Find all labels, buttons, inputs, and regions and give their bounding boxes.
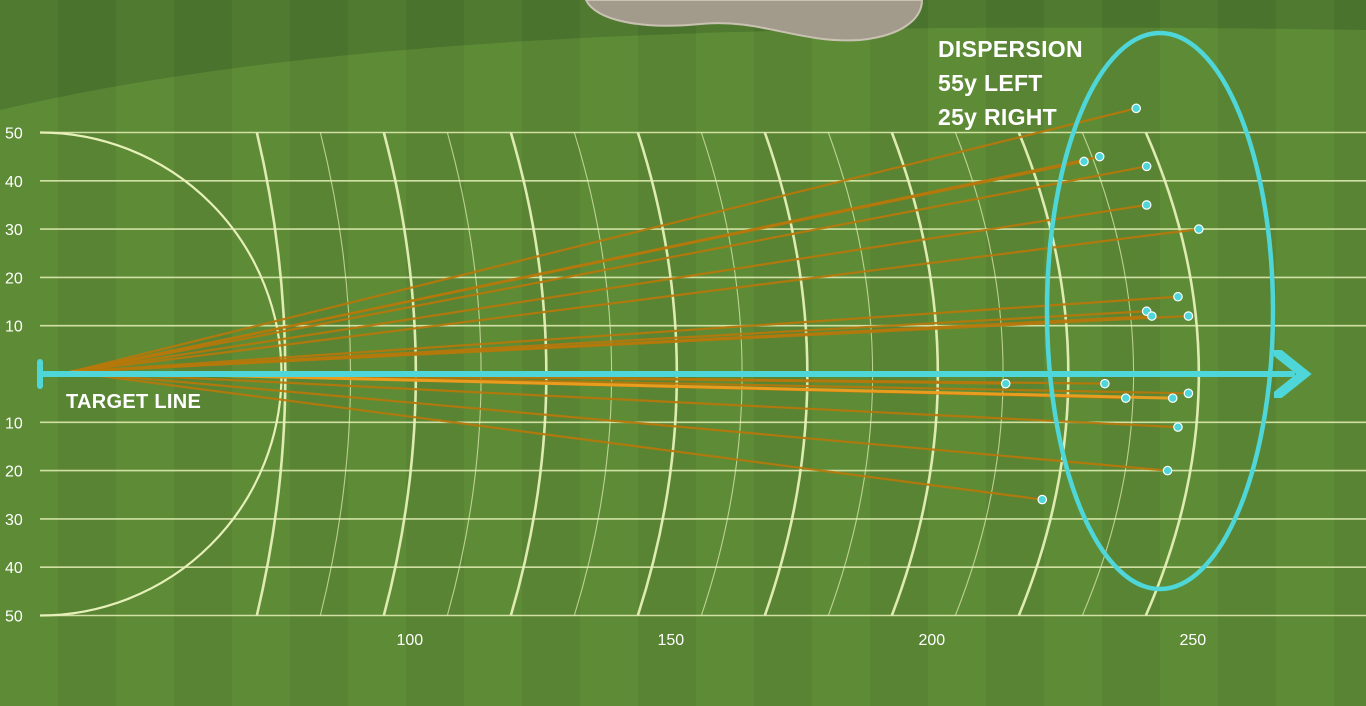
- shot-landing-dot: [1141, 200, 1152, 210]
- shot-landing-dot: [1000, 378, 1011, 389]
- y-tick-left-label: 40: [5, 174, 23, 191]
- mow-stripe: [522, 0, 580, 706]
- y-tick-left-label: 50: [5, 126, 23, 143]
- shot-line: [69, 295, 1179, 374]
- dispersion-callout: DISPERSION 55y LEFT 25y RIGHT: [938, 32, 1083, 134]
- y-tick-right-label: 30: [5, 512, 23, 529]
- shot-landing-dot: [1131, 103, 1141, 114]
- shot-landing-points: [1000, 103, 1204, 505]
- x-tick-label: 200: [918, 632, 945, 649]
- shot-landing-dot: [1100, 378, 1110, 389]
- axis-tick-labels: 50 40 30 20 10 10 20 30 40 50 100 150 200 250: [5, 126, 1206, 650]
- shot-line: [69, 155, 1100, 374]
- shot-line: [69, 203, 1147, 374]
- shot-landing-dot: [1194, 224, 1204, 234]
- shot-line: [69, 107, 1137, 374]
- mow-stripe: [986, 0, 1044, 706]
- target-line-label: TARGET LINE: [66, 391, 202, 413]
- y-tick-right-label: 10: [5, 415, 23, 432]
- x-tick-label: 150: [657, 632, 684, 649]
- shot-landing-dot: [1162, 465, 1173, 476]
- target-line-group: [37, 362, 1292, 386]
- y-tick-right-label: 20: [5, 464, 23, 481]
- x-tick-label: 100: [396, 632, 423, 649]
- x-tick-label: 250: [1179, 632, 1206, 649]
- dispersion-right-value: 25y RIGHT: [938, 104, 1058, 130]
- mow-stripe: [1334, 0, 1366, 706]
- shot-line: [69, 370, 1168, 472]
- shot-line: [69, 165, 1147, 374]
- shot-landing-dot: [1167, 393, 1178, 403]
- shot-landing-dot: [1147, 311, 1157, 321]
- bunker-shape: [584, 0, 924, 42]
- dispersion-ellipse: [1044, 30, 1276, 592]
- shot-landing-dot: [1141, 161, 1152, 172]
- dispersion-heading: DISPERSION: [938, 36, 1083, 62]
- mow-stripe: [754, 0, 812, 706]
- shot-landing-dot: [1094, 151, 1105, 162]
- mow-stripe: [870, 0, 928, 706]
- y-tick-left-label: 30: [5, 222, 23, 239]
- shot-line: [69, 370, 1043, 501]
- shot-landing-dot: [1079, 156, 1089, 167]
- fairway-area: [0, 27, 1366, 706]
- shot-landing-dot: [1183, 311, 1194, 321]
- dispersion-left-value: 55y LEFT: [938, 70, 1043, 96]
- shot-landing-dot: [1183, 388, 1194, 399]
- mow-stripe: [58, 0, 116, 706]
- y-tick-left-label: 10: [5, 319, 23, 336]
- y-tick-right-label: 50: [5, 609, 23, 626]
- shot-line: [69, 228, 1199, 374]
- y-tick-right-label: 40: [5, 560, 23, 577]
- shot-landing-dot: [1037, 494, 1048, 505]
- y-tick-left-label: 20: [5, 270, 23, 287]
- shot-line: [69, 370, 1179, 429]
- dispersion-ellipse-group: [1044, 30, 1276, 592]
- mow-stripe: [638, 0, 696, 706]
- mow-stripe: [1218, 0, 1276, 706]
- shot-line: [69, 314, 1189, 374]
- shot-landing-dot: [1173, 291, 1183, 302]
- shot-landing-dot: [1173, 422, 1183, 432]
- shot-landing-dot: [1120, 393, 1131, 403]
